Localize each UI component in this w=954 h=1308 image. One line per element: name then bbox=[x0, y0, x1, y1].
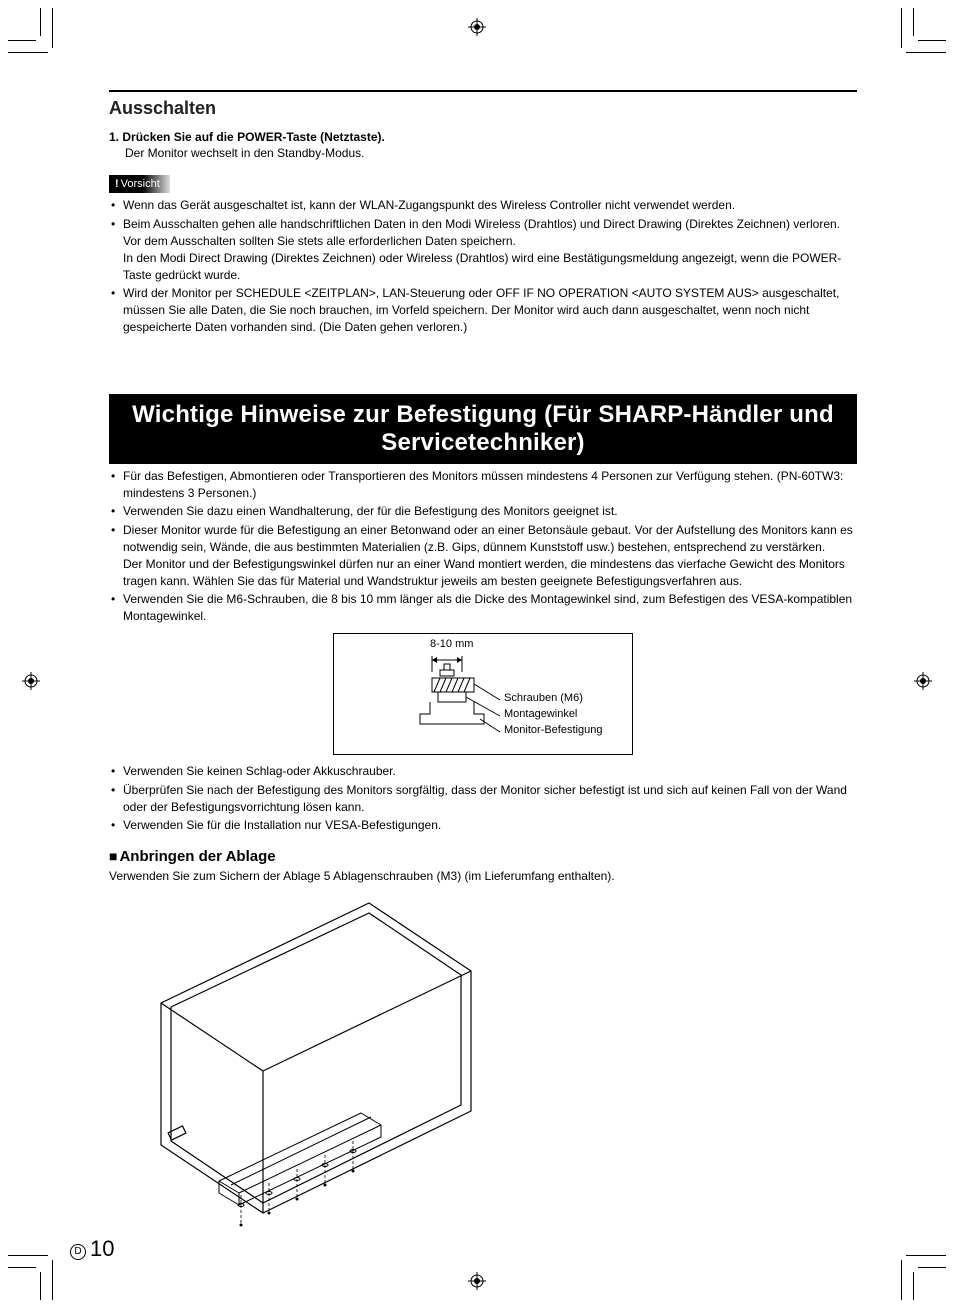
registration-mark-icon bbox=[914, 672, 932, 690]
crop-mark bbox=[52, 1260, 53, 1300]
bullet-item: Beim Ausschalten gehen alle handschriftl… bbox=[109, 216, 857, 283]
diagram-label-1: Schrauben (M6) bbox=[504, 692, 583, 704]
registration-mark-icon bbox=[22, 672, 40, 690]
crop-mark bbox=[8, 52, 48, 53]
page-lang-badge: D bbox=[70, 1244, 86, 1260]
crop-mark bbox=[40, 8, 41, 36]
mounting-bullets-a: Für das Befestigen, Abmontieren oder Tra… bbox=[109, 468, 857, 625]
diagram-label-2: Montagewinkel bbox=[504, 708, 577, 720]
crop-mark bbox=[918, 1267, 946, 1268]
crop-mark bbox=[901, 8, 902, 48]
page: Ausschalten 1. Drücken Sie auf die POWER… bbox=[0, 0, 954, 1308]
monitor-tray-figure bbox=[131, 893, 491, 1233]
crop-mark bbox=[901, 1260, 902, 1300]
bullet-item: Wird der Monitor per SCHEDULE <ZEITPLAN>… bbox=[109, 285, 857, 335]
caution-bullets: Wenn das Gerät ausgeschaltet ist, kann d… bbox=[109, 197, 857, 335]
bullet-item: Verwenden Sie dazu einen Wandhalterung, … bbox=[109, 503, 857, 520]
heading-ausschalten: Ausschalten bbox=[109, 98, 857, 119]
exclamation-icon: ! bbox=[115, 178, 119, 190]
square-bullet-icon: ■ bbox=[109, 848, 117, 864]
bullet-item: Verwenden Sie für die Installation nur V… bbox=[109, 817, 857, 834]
crop-mark bbox=[40, 1272, 41, 1300]
diagram-label-3: Monitor-Befestigung bbox=[504, 724, 602, 736]
sub-heading-ablage: ■Anbringen der Ablage bbox=[109, 848, 857, 865]
crop-mark bbox=[8, 40, 36, 41]
crop-mark bbox=[913, 1272, 914, 1300]
caution-label: Vorsicht bbox=[121, 178, 160, 190]
bullet-item: Dieser Monitor wurde für die Befestigung… bbox=[109, 522, 857, 589]
bullet-item: Überprüfen Sie nach der Befestigung des … bbox=[109, 782, 857, 816]
step-number: 1. bbox=[109, 130, 119, 144]
bullet-item: Verwenden Sie keinen Schlag-oder Akkusch… bbox=[109, 763, 857, 780]
page-number: D10 bbox=[70, 1236, 114, 1262]
registration-mark-icon bbox=[468, 18, 486, 36]
crop-mark bbox=[913, 8, 914, 36]
step-subtext: Der Monitor wechselt in den Standby-Modu… bbox=[125, 146, 364, 160]
step-text: Drücken Sie auf die POWER-Taste (Netztas… bbox=[122, 130, 385, 144]
bullet-item: Wenn das Gerät ausgeschaltet ist, kann d… bbox=[109, 197, 857, 214]
numbered-step: 1. Drücken Sie auf die POWER-Taste (Netz… bbox=[109, 129, 857, 161]
screw-diagram-svg bbox=[334, 634, 634, 756]
crop-mark bbox=[8, 1267, 36, 1268]
crop-mark bbox=[906, 1255, 946, 1256]
sub-heading-text: Anbringen der Ablage bbox=[119, 848, 275, 865]
crop-mark bbox=[52, 8, 53, 48]
section-rule bbox=[109, 90, 857, 92]
caution-badge: !Vorsicht bbox=[109, 175, 170, 193]
crop-mark bbox=[906, 52, 946, 53]
mounting-bullets-b: Verwenden Sie keinen Schlag-oder Akkusch… bbox=[109, 763, 857, 834]
screw-diagram: 8-10 mm Schrauben (M6) Montagewinkel Mon… bbox=[333, 633, 633, 755]
section-bar-title: Wichtige Hinweise zur Befestigung (Für S… bbox=[109, 394, 857, 464]
crop-mark bbox=[918, 40, 946, 41]
bullet-item: Verwenden Sie die M6-Schrauben, die 8 bi… bbox=[109, 591, 857, 625]
bullet-item: Für das Befestigen, Abmontieren oder Tra… bbox=[109, 468, 857, 502]
ablage-text: Verwenden Sie zum Sichern der Ablage 5 A… bbox=[109, 869, 857, 883]
page-number-value: 10 bbox=[90, 1236, 114, 1261]
crop-mark bbox=[8, 1255, 48, 1256]
registration-mark-icon bbox=[468, 1272, 486, 1290]
diagram-dim-label: 8-10 mm bbox=[430, 638, 473, 650]
content-area: Ausschalten 1. Drücken Sie auf die POWER… bbox=[109, 90, 857, 1233]
